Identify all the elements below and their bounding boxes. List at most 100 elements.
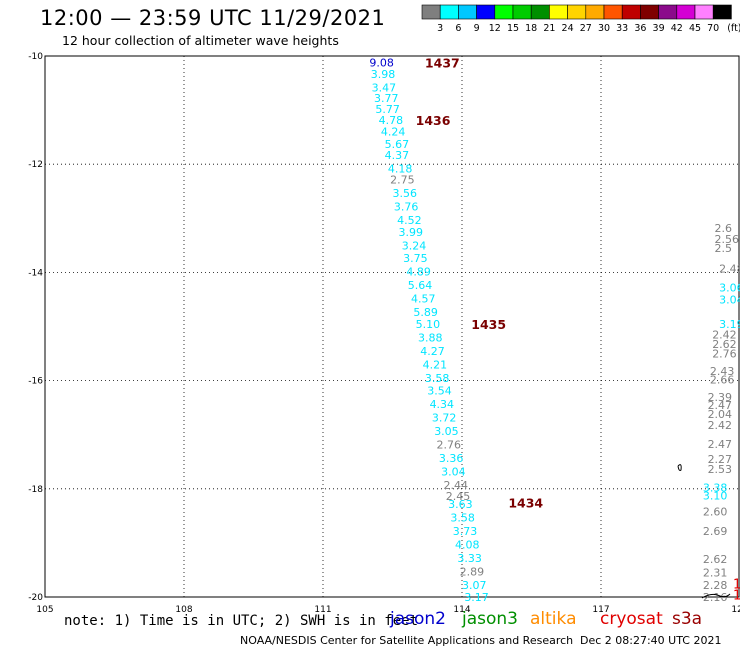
credit-text: NOAA/NESDIS Center for Satellite Applica… <box>240 634 574 647</box>
wave-height-label: 4.08 <box>455 539 480 552</box>
wave-height-label: 3.05 <box>434 425 459 438</box>
wave-height-label: 3.76 <box>394 200 419 213</box>
map-title: 12:00 — 23:59 UTC 11/29/2021 <box>40 6 386 30</box>
map-frame <box>44 55 740 598</box>
latitude-tick-label: -20 <box>28 593 43 603</box>
wave-height-label: 3.98 <box>371 68 396 81</box>
wave-height-label: 3.04 <box>719 293 740 306</box>
wave-height-label: 3.04 <box>441 465 466 478</box>
wave-height-label: 2.75 <box>390 173 415 186</box>
wave-height-label: 2.89 <box>460 566 485 579</box>
wave-height-label: 4.24 <box>381 126 406 139</box>
wave-height-label: 2.66 <box>710 374 735 387</box>
wave-height-label: 3.33 <box>457 552 482 565</box>
wave-height-label: 3.06 <box>719 282 740 295</box>
wave-height-label: 3.75 <box>403 252 428 265</box>
wave-height-label: 2.76 <box>437 438 462 451</box>
wave-height-label: 5.77 <box>375 103 400 116</box>
longitude-tick-label: 114 <box>453 605 470 615</box>
wave-height-label: 2.6 <box>715 222 733 235</box>
scale-tick-label: 36 <box>634 23 646 34</box>
wave-height-label: 3.56 <box>393 187 418 200</box>
wave-height-label: 4.18 <box>388 163 413 176</box>
scale-tick-label: 21 <box>543 23 555 34</box>
wave-height-label: 4.34 <box>430 398 455 411</box>
scale-tick-label: 39 <box>653 23 665 34</box>
wave-height-label: 3.24 <box>402 239 427 252</box>
wave-height-label: 5.10 <box>416 318 441 331</box>
coastline-island <box>677 464 682 471</box>
scale-tick-label: 18 <box>525 23 537 34</box>
latitude-tick-label: -16 <box>28 377 43 387</box>
latitude-tick-label: -12 <box>28 160 43 170</box>
wave-height-label: 2.48 <box>719 263 740 276</box>
wave-height-label: 3.99 <box>399 226 424 239</box>
legend-mission-jason3: jason3 <box>462 609 518 629</box>
scale-swatch <box>712 4 732 20</box>
wave-height-label: 2.04 <box>708 408 733 421</box>
pass-time-label: 1435 <box>471 317 506 332</box>
pass-time-label: 1434 <box>508 495 543 510</box>
wave-height-label: 2.56 <box>715 233 740 246</box>
wave-height-label: 3.38 <box>703 482 728 495</box>
wave-height-label: 3.88 <box>418 331 443 344</box>
wave-height-label: 2.39 <box>708 391 733 404</box>
wave-height-label: 5.89 <box>413 306 438 319</box>
wave-height-label: 2.5 <box>715 242 733 255</box>
wave-height-label: 3.36 <box>439 452 464 465</box>
wave-height-label: 3.58 <box>425 372 450 385</box>
pass-time-label: 1436 <box>416 113 451 128</box>
wave-height-label: 2.69 <box>703 525 728 538</box>
wave-height-label: 2.31 <box>703 567 728 580</box>
wave-height-label: 4.78 <box>379 114 404 127</box>
wave-height-label: 2.42 <box>712 329 737 342</box>
pass-time-label: 1437 <box>425 55 460 70</box>
wave-height-label: 3.47 <box>372 81 397 94</box>
wave-height-label: 4.37 <box>385 149 410 162</box>
wave-height-label: 9.08 <box>369 56 394 69</box>
scale-tick-label: 3 <box>437 23 443 34</box>
latitude-tick-label: -18 <box>28 485 43 495</box>
wave-height-label: 2.76 <box>712 348 737 361</box>
longitude-tick-label: 111 <box>314 605 331 615</box>
wave-height-label: 4.57 <box>411 292 436 305</box>
wave-height-label: 3.77 <box>374 92 399 105</box>
wave-height-label: 3.07 <box>462 579 487 592</box>
longitude-tick-label: 120 <box>731 605 740 615</box>
wave-height-label: 2.53 <box>708 463 733 476</box>
wave-height-label: 2.47 <box>708 399 733 412</box>
wave-height-label: 2.45 <box>446 490 471 503</box>
scale-tick-label: 9 <box>474 23 480 34</box>
footer-note: note: 1) Time is in UTC; 2) SWH is in fe… <box>64 613 419 629</box>
legend-mission-cryosat: cryosat <box>600 609 663 629</box>
legend-mission-s3a: s3a <box>672 609 703 629</box>
wave-height-label: 2.60 <box>703 506 728 519</box>
wave-height-label: 3.10 <box>703 489 728 502</box>
scale-tick-label: 70 <box>707 23 719 34</box>
wave-height-label: 2.28 <box>703 579 728 592</box>
scale-tick-label: 6 <box>455 23 461 34</box>
legend-mission-jason2: jason2 <box>390 609 446 629</box>
longitude-tick-label: 105 <box>36 605 53 615</box>
wave-height-label: 4.21 <box>423 358 448 371</box>
wave-height-label: 5.64 <box>408 279 433 292</box>
wave-height-label: 2.27 <box>708 453 733 466</box>
wave-height-label: 3.58 <box>450 511 475 524</box>
wave-height-label: 2.62 <box>712 338 737 351</box>
longitude-tick-label: 117 <box>592 605 609 615</box>
wave-height-label: 3.73 <box>453 525 478 538</box>
wave-height-label: 3.54 <box>427 384 452 397</box>
latitude-tick-label: -10 <box>28 52 43 62</box>
scale-tick-label: 15 <box>507 23 519 34</box>
scale-tick-label: 45 <box>689 23 701 34</box>
wave-height-label: 3.19 <box>719 318 740 331</box>
wave-height-label: 3.72 <box>432 411 457 424</box>
wave-height-label: 2.62 <box>703 553 728 566</box>
latitude-tick-label: -14 <box>28 268 43 278</box>
longitude-tick-label: 108 <box>175 605 192 615</box>
scale-tick-label: 27 <box>580 23 592 34</box>
scale-tick-label: 30 <box>598 23 610 34</box>
wave-height-label: 2.47 <box>708 438 733 451</box>
